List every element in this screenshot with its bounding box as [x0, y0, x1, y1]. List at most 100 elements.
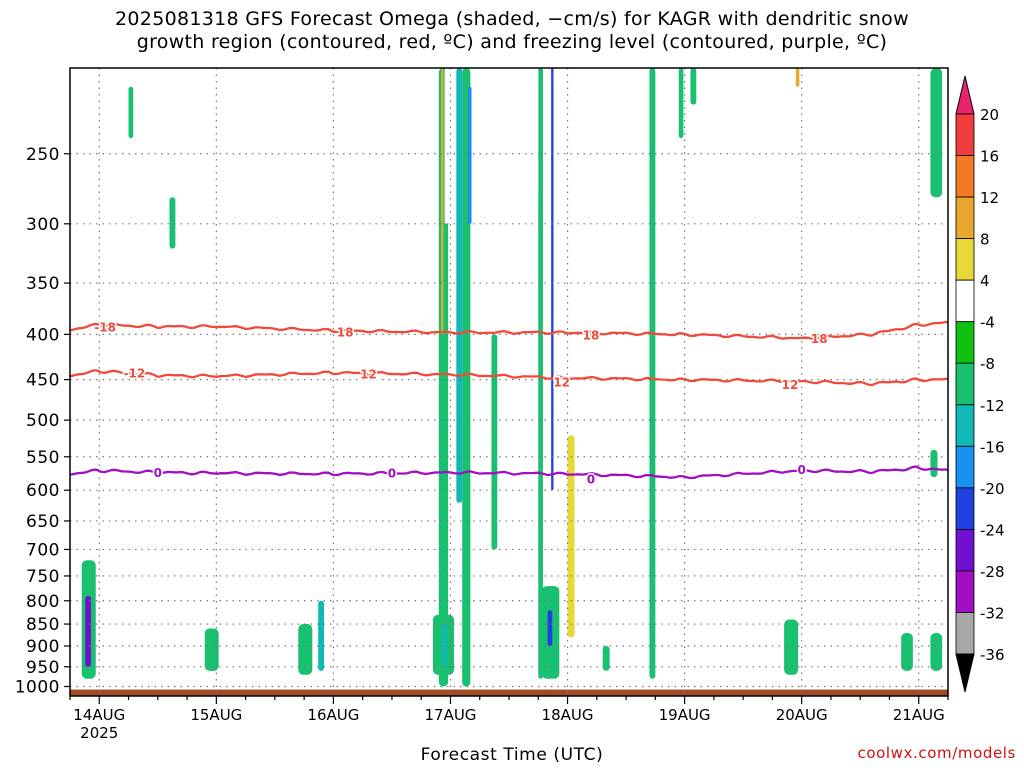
colorbar-bin-12: [955, 612, 975, 655]
y-tick-label: 350: [26, 274, 60, 294]
x-year-label: 2025: [80, 724, 118, 742]
colorbar-bin-1: [955, 155, 975, 198]
x-tick-label: 14AUG: [73, 706, 125, 724]
omega-region-43: [942, 248, 947, 315]
contour-labels: -18 18 18 18 -12 12 12 12 0 0 0 0: [93, 319, 829, 488]
colorbar-tick-label: 20: [980, 106, 999, 124]
contour-label: 0: [154, 466, 162, 480]
contour-lines: [70, 320, 948, 480]
omega-region-39: [854, 138, 863, 198]
colorbar-tick-label: -28: [980, 563, 1005, 581]
contour-label: 18: [811, 332, 828, 346]
contour--12: [70, 369, 948, 387]
omega-region-20: [442, 624, 447, 667]
ground-surface: [70, 689, 948, 696]
colorbar-bin-3: [955, 238, 975, 281]
contour-label: 12: [360, 368, 377, 382]
y-tick-label: 800: [26, 592, 60, 612]
omega-region-33: [532, 68, 539, 198]
omega-region-17: [298, 624, 313, 675]
y-tick-label: 850: [26, 615, 60, 635]
colorbar-bin-2: [955, 196, 975, 240]
y-tick-label: 550: [26, 448, 60, 468]
y-axis: 2503003504004505005506006507007508008509…: [15, 145, 70, 698]
colorbar-bin-6: [955, 362, 975, 406]
omega-region-25: [85, 595, 92, 667]
title-line-2: growth region (contoured, red, ºC) and f…: [136, 31, 888, 53]
y-tick-label: 600: [26, 481, 60, 501]
omega-region-35: [567, 435, 575, 638]
contour-label: -18: [94, 321, 116, 335]
y-tick-label: 500: [26, 411, 60, 431]
omega-region-5: [538, 68, 543, 679]
omega-region-4: [491, 334, 498, 550]
colorbar-bin-9: [955, 487, 975, 530]
y-tick-label: 300: [26, 215, 60, 235]
omega-region-1: [169, 197, 176, 249]
omega-region-31: [473, 68, 480, 169]
title-line-1: 2025081318 GFS Forecast Omega (shaded, −…: [115, 8, 909, 30]
omega-region-26: [551, 68, 554, 491]
omega-region-47: [441, 68, 444, 335]
contour-label: 0: [797, 463, 805, 477]
colorbar-tick-label: -36: [980, 646, 1005, 664]
colorbar-tick-label: -8: [980, 355, 995, 373]
y-tick-label: 950: [26, 658, 60, 678]
colorbar-top-arrow: [955, 75, 975, 115]
colorbar-bin-7: [955, 404, 975, 447]
contour-label: 12: [553, 375, 570, 389]
credit-link[interactable]: coolwx.com/models: [857, 744, 1016, 762]
omega-region-38: [748, 68, 755, 154]
omega-region-0: [128, 86, 134, 139]
omega-region-16: [204, 628, 219, 671]
y-tick-label: 400: [26, 325, 60, 345]
contour-label: 0: [388, 467, 396, 481]
contour-label: 18: [583, 328, 600, 342]
colorbar-bin-5: [955, 321, 975, 364]
y-tick-label: 750: [26, 567, 60, 587]
omega-region-23: [784, 619, 799, 675]
omega-region-44: [198, 624, 205, 671]
y-tick-label: 650: [26, 512, 60, 532]
colorbar-bin-8: [955, 445, 975, 489]
x-tick-label: 19AUG: [659, 706, 711, 724]
colorbar-bin-10: [955, 528, 975, 572]
colorbar-tick-label: -16: [980, 438, 1005, 456]
contour-label: 18: [337, 325, 354, 339]
omega-region-40: [912, 68, 919, 122]
colorbar-bin-4: [955, 279, 975, 323]
omega-region-14: [468, 86, 472, 224]
colorbar: 20 16 12 8 4 -4 -8 -12 -16 -20 -24 -28 -32 -36: [955, 75, 1005, 693]
omega-region-27: [105, 470, 109, 521]
omega-region-6: [649, 68, 656, 679]
y-tick-label: 1000: [15, 678, 60, 698]
contour-label: 0: [587, 472, 595, 486]
omega-region-42: [912, 549, 920, 596]
colorbar-tick-label: -20: [980, 480, 1005, 498]
x-tick-label: 17AUG: [424, 706, 476, 724]
colorbar-tick-label: -24: [980, 521, 1005, 539]
x-tick-label: 20AUG: [776, 706, 828, 724]
omega-region-28: [228, 121, 233, 249]
omega-region-18: [318, 600, 325, 671]
contour-label: 12: [782, 378, 799, 392]
x-tick-label: 16AUG: [307, 706, 359, 724]
ground-fill: [70, 689, 948, 696]
omega-region-30: [444, 68, 450, 224]
omega-region-29: [356, 153, 363, 249]
contour-0: [70, 465, 948, 480]
omega-region-13: [456, 68, 463, 503]
x-axis: 14AUG 15AUG 16AUG 17AUG 18AUG 19AUG 20AUG 21AUG…: [69, 696, 949, 742]
colorbar-tick-label: -4: [980, 314, 995, 332]
y-tick-label: 900: [26, 637, 60, 657]
omega-region-10: [930, 632, 943, 671]
colorbar-tick-label: -32: [980, 604, 1005, 622]
omega-region-32: [485, 260, 492, 354]
colorbar-bottom-arrow: [955, 653, 975, 693]
colorbar-tick-label: -12: [980, 397, 1005, 415]
omega-region-12: [602, 646, 610, 671]
chart-title: 2025081318 GFS Forecast Omega (shaded, −…: [0, 8, 1024, 54]
omega-region-45: [327, 624, 334, 675]
x-axis-label: Forecast Time (UTC): [420, 745, 604, 765]
omega-region-7: [678, 68, 684, 139]
